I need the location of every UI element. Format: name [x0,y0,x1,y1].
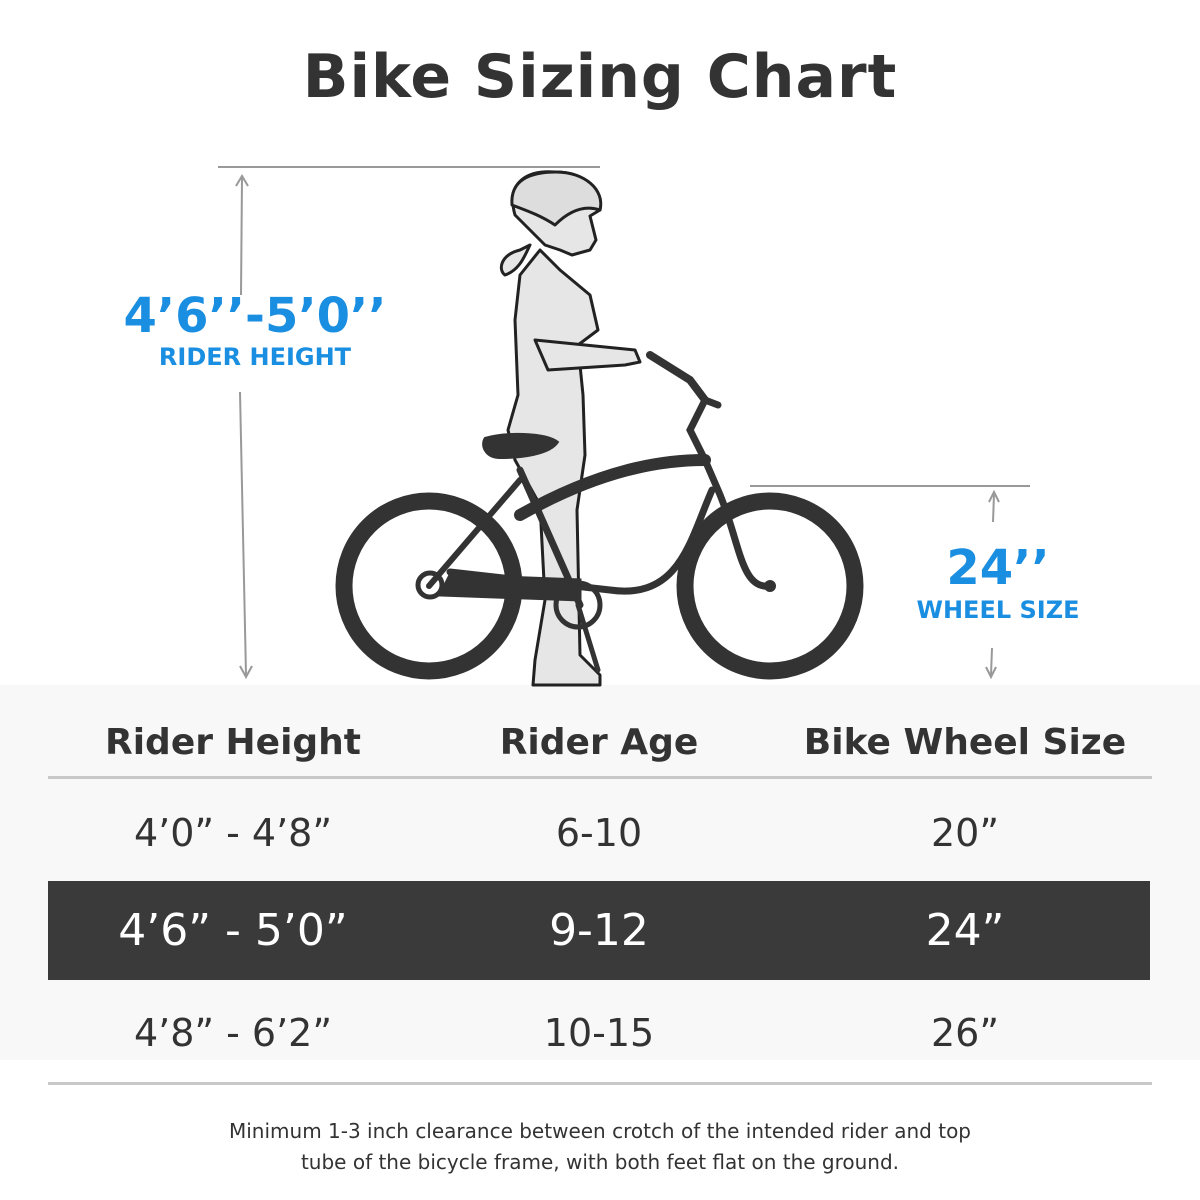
cell-height: 4’0” - 4’8” [133,811,333,855]
table-row: 4’0” - 4’8” 6-10 20” [48,800,1150,866]
header-wheel-size: Bike Wheel Size [803,721,1127,763]
rider-bike-illustration [218,166,1030,687]
wheel-size-label: WHEEL SIZE [916,596,1080,624]
bicycle [335,351,864,680]
rider-figure [499,170,642,687]
page-title: Bike Sizing Chart [302,42,898,112]
table-background [0,685,1200,1060]
wheel-size-value: 24’’ [946,540,1050,596]
table-row: 4’8” - 6’2” 10-15 26” [48,1000,1150,1066]
rider-height-label: RIDER HEIGHT [158,343,352,371]
cell-wheel: 20” [930,811,1000,855]
table-row-highlighted: 4’6” - 5’0” 9-12 24” [48,881,1150,980]
table-bottom-divider [48,1082,1152,1085]
cell-height: 4’6” - 5’0” [118,905,348,956]
cell-age: 9-12 [549,905,649,956]
height-measure-lines [218,166,1030,680]
fit-note-line-1: Minimum 1-3 inch clearance between crotc… [228,1119,972,1143]
fit-note-line-2: tube of the bicycle frame, with both fee… [300,1150,900,1174]
header-divider [48,776,1152,779]
cell-wheel: 26” [930,1011,1000,1055]
table-header-row: Rider Height Rider Age Bike Wheel Size [48,712,1150,772]
fit-note: Minimum 1-3 inch clearance between crotc… [0,1116,1200,1178]
cell-age: 10-15 [543,1011,655,1055]
rider-height-value: 4’6’’-5’0’’ [123,288,387,344]
cell-wheel: 24” [925,905,1005,956]
cell-age: 6-10 [555,811,643,855]
header-rider-height: Rider Height [104,721,362,763]
header-rider-age: Rider Age [499,721,699,763]
cell-height: 4’8” - 6’2” [133,1011,333,1055]
